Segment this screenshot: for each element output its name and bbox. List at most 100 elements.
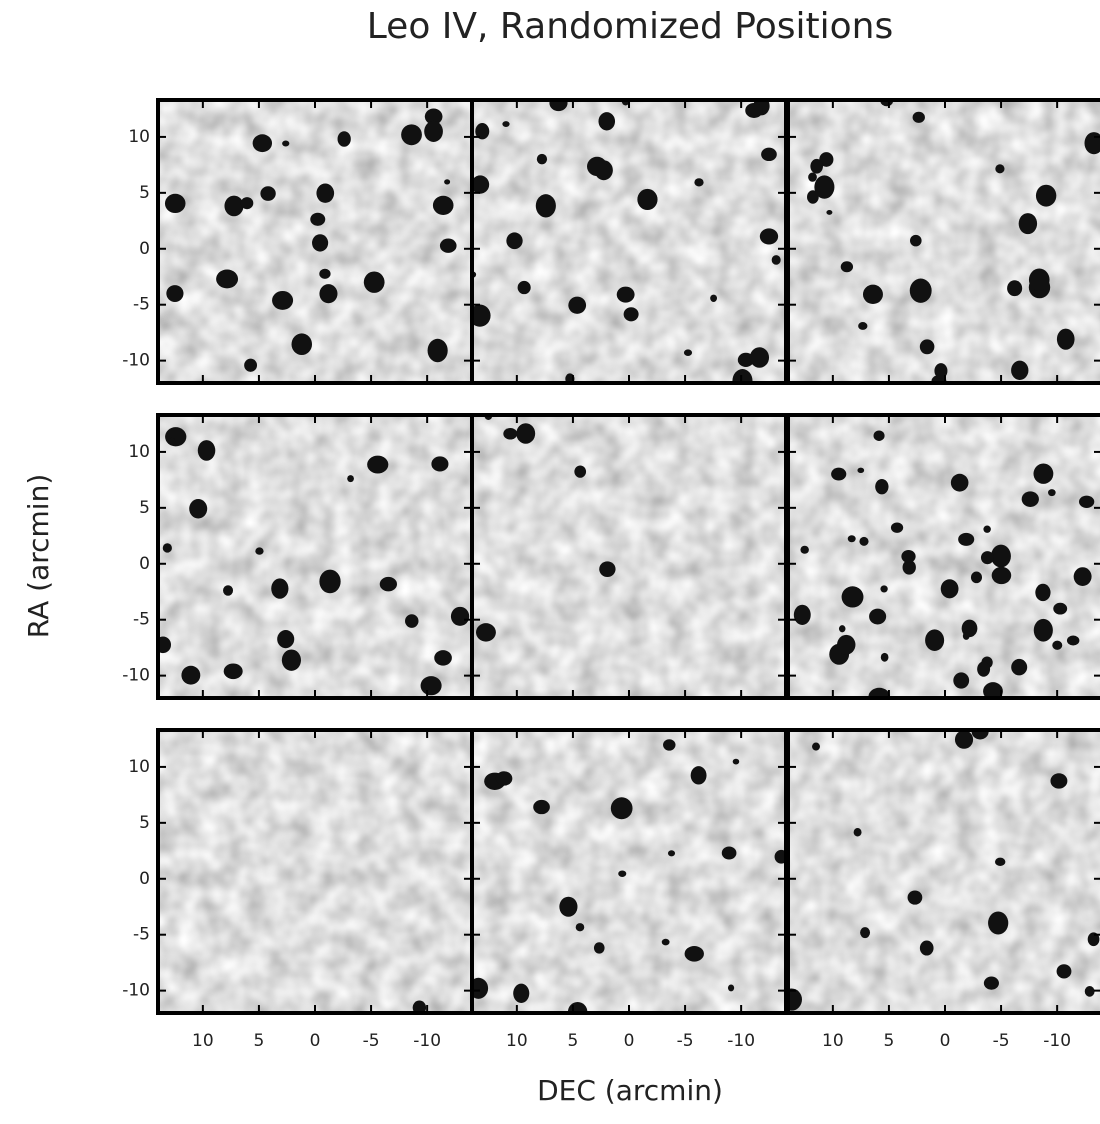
- source-blob: [405, 614, 419, 628]
- source-blob: [819, 152, 834, 167]
- source-blob: [880, 652, 889, 662]
- panel: [472, 415, 786, 698]
- y-tick-label: -5: [133, 295, 150, 315]
- source-blob: [858, 322, 868, 330]
- source-blob: [197, 440, 216, 461]
- y-tick-label: 10: [128, 127, 150, 147]
- y-tick-label: 10: [128, 757, 150, 777]
- source-blob: [516, 423, 536, 444]
- source-blob: [663, 739, 676, 751]
- source-blob: [990, 544, 1011, 568]
- source-blob: [260, 186, 276, 201]
- panel: [158, 730, 472, 1013]
- source-blob: [953, 672, 970, 689]
- source-blob: [862, 284, 883, 305]
- source-blob: [1084, 986, 1095, 997]
- source-blob: [661, 938, 670, 946]
- source-blob: [367, 455, 389, 474]
- panel: [472, 100, 786, 383]
- source-blob: [610, 797, 633, 820]
- source-blob: [853, 828, 862, 837]
- source-blob: [574, 465, 587, 478]
- source-blob: [1035, 583, 1051, 602]
- source-blob: [721, 846, 737, 860]
- source-blob: [983, 525, 991, 533]
- source-blob: [1052, 640, 1063, 650]
- y-tick-label: -10: [122, 981, 150, 1001]
- panel-image: [472, 415, 786, 698]
- source-blob: [812, 742, 820, 751]
- source-blob: [363, 271, 385, 293]
- source-blob: [1011, 658, 1028, 676]
- source-blob: [533, 799, 550, 815]
- x-tick-label: 5: [884, 1031, 895, 1051]
- source-blob: [837, 634, 856, 655]
- source-blob: [282, 140, 290, 147]
- source-blob: [880, 585, 888, 593]
- source-blob: [502, 121, 510, 127]
- panel-image: [158, 415, 472, 698]
- x-tick-label: 10: [506, 1031, 528, 1051]
- source-blob: [506, 232, 523, 250]
- source-blob: [840, 261, 854, 273]
- source-blob: [312, 234, 329, 252]
- source-blob: [919, 940, 934, 956]
- source-blob: [1066, 635, 1080, 646]
- source-blob: [1028, 268, 1050, 291]
- source-blob: [549, 100, 568, 112]
- source-blob: [788, 988, 802, 1011]
- source-blob: [1053, 602, 1068, 615]
- source-blob: [439, 238, 457, 253]
- source-blob: [1021, 491, 1039, 507]
- panel: [158, 415, 472, 698]
- source-blob: [869, 608, 887, 625]
- source-blob: [559, 896, 578, 917]
- y-tick-label: 5: [139, 498, 150, 518]
- source-blob: [919, 339, 935, 355]
- source-blob: [732, 758, 740, 765]
- source-blob: [1073, 567, 1092, 586]
- source-blob: [890, 522, 904, 533]
- source-blob: [977, 661, 991, 677]
- source-blob: [637, 188, 658, 211]
- y-tick-label: -5: [133, 925, 150, 945]
- source-blob: [165, 427, 187, 447]
- source-blob: [694, 178, 704, 187]
- x-tick-label: 10: [192, 1031, 214, 1051]
- source-blob: [347, 475, 354, 483]
- source-blob: [1056, 964, 1072, 979]
- source-blob: [379, 576, 397, 592]
- source-blob: [434, 650, 452, 666]
- source-blob: [616, 286, 635, 303]
- panel-image: [472, 730, 786, 1013]
- source-blob: [859, 536, 869, 546]
- source-blob: [808, 172, 817, 182]
- x-tick-label: -10: [1043, 1031, 1071, 1051]
- source-blob: [431, 456, 449, 472]
- source-blob: [424, 120, 443, 142]
- source-blob: [940, 579, 959, 599]
- source-blob: [800, 545, 809, 554]
- source-blob: [991, 566, 1012, 585]
- source-blob: [994, 857, 1006, 867]
- source-blob: [831, 467, 847, 481]
- source-blob: [513, 983, 530, 1003]
- source-blob: [162, 543, 172, 553]
- panel: [788, 730, 1100, 1013]
- source-blob: [980, 551, 994, 565]
- source-blob: [432, 195, 454, 215]
- x-tick-label: 0: [310, 1031, 321, 1051]
- y-tick-label: 5: [139, 183, 150, 203]
- source-blob: [450, 606, 470, 626]
- source-blob: [934, 363, 948, 379]
- source-blob: [910, 234, 922, 247]
- source-blob: [759, 228, 779, 245]
- source-blob: [1011, 360, 1029, 380]
- source-blob: [166, 285, 184, 303]
- source-blob: [1048, 489, 1056, 497]
- x-tick-label: 10: [822, 1031, 844, 1051]
- source-blob: [272, 290, 294, 310]
- source-blob: [277, 630, 295, 649]
- source-blob: [1033, 618, 1053, 642]
